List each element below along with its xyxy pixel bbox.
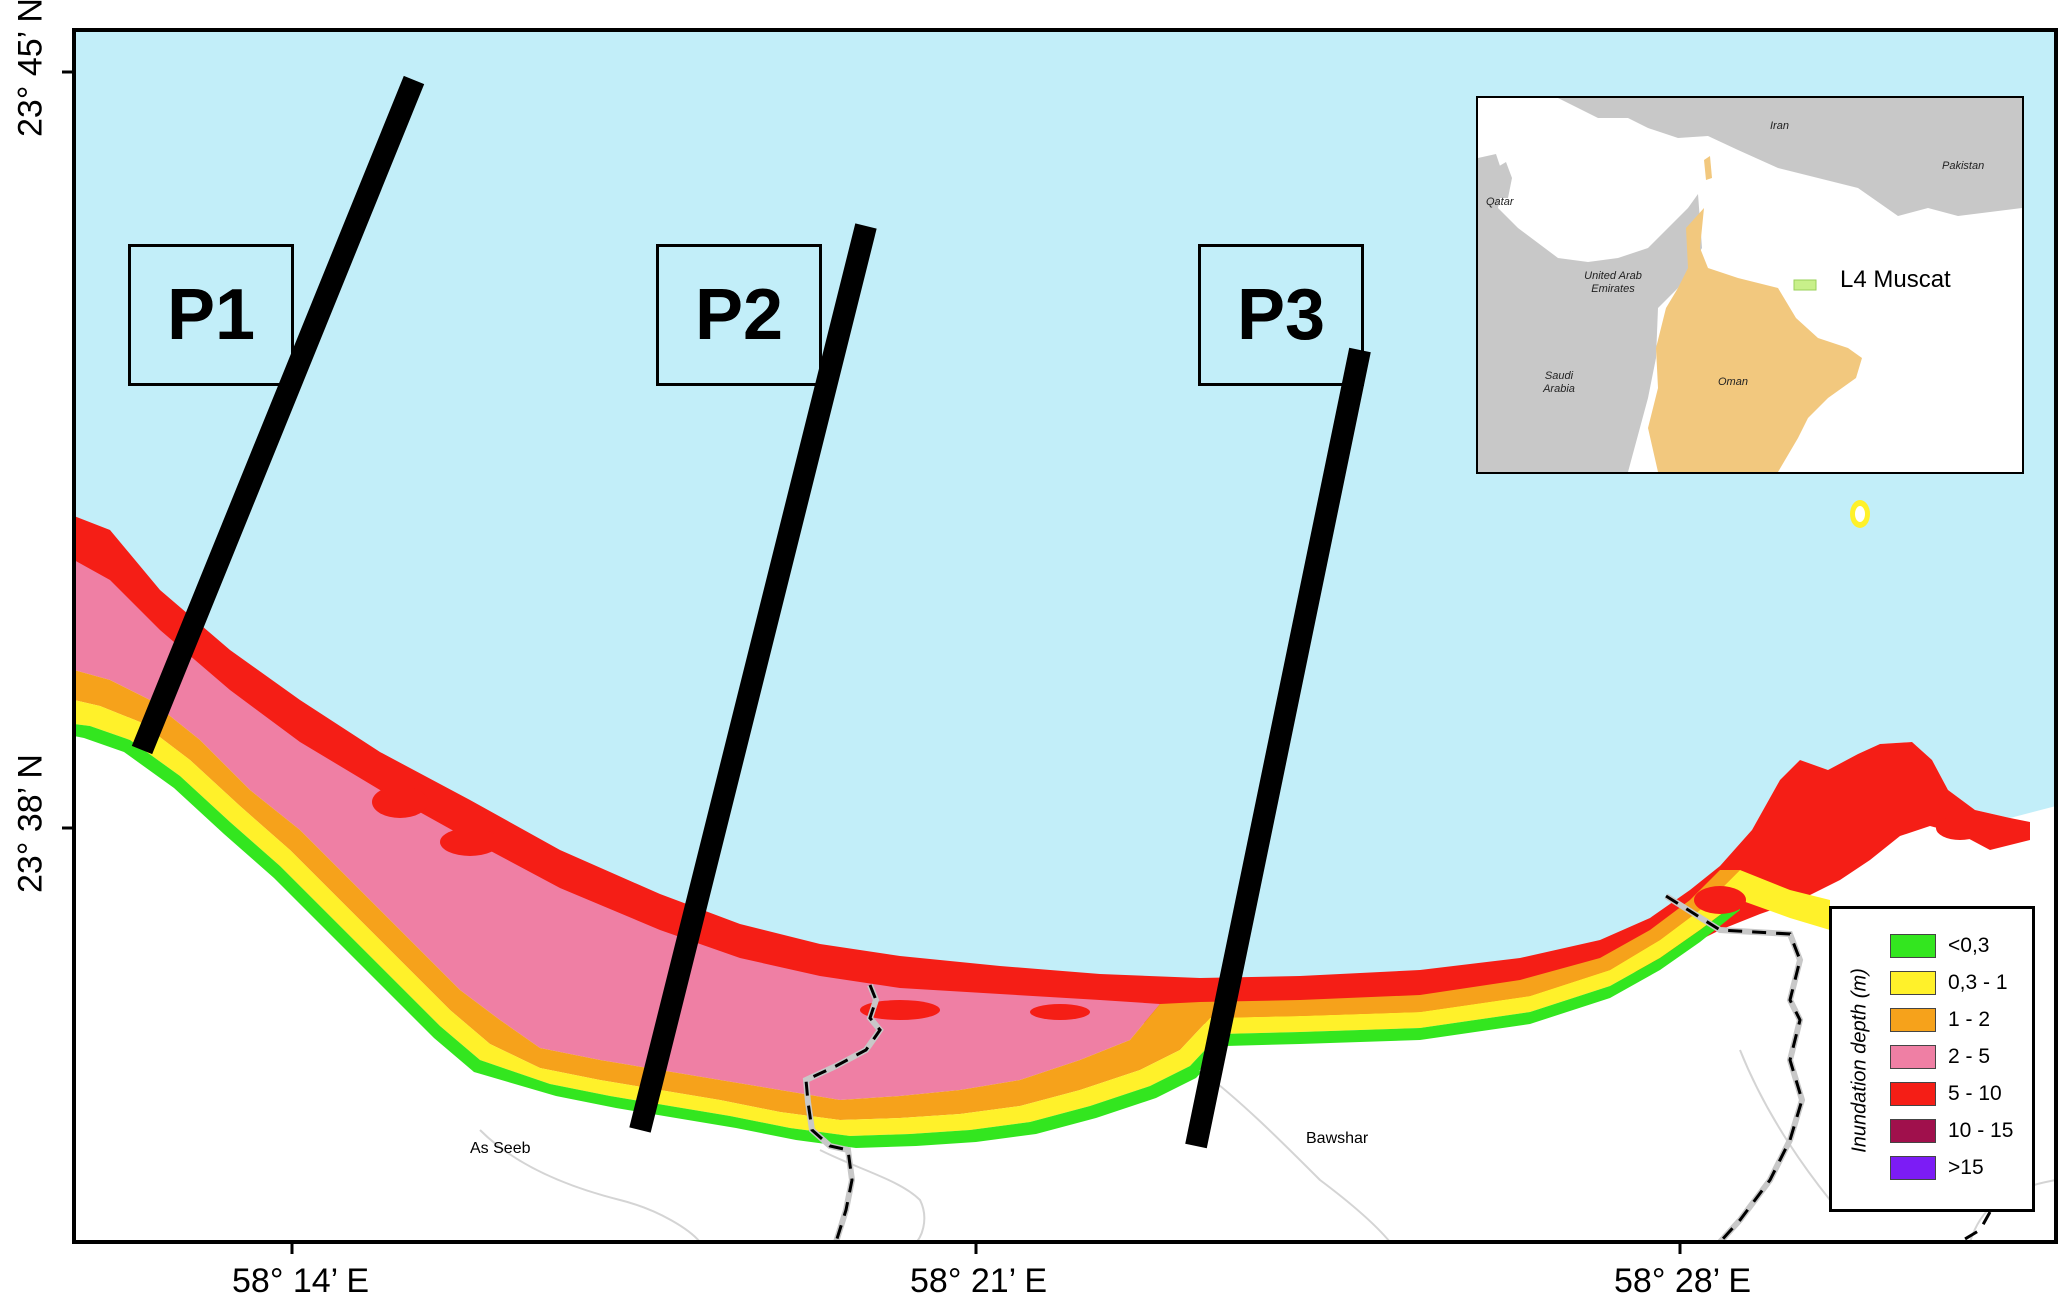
legend-item: 2 - 5 — [1890, 1044, 1990, 1070]
inset-map-graphic — [1478, 98, 2022, 472]
inset-qatar — [1496, 162, 1512, 198]
map-frame — [72, 28, 2058, 1244]
inset-oman — [1648, 208, 1862, 472]
profile-label-p1: P1 — [128, 244, 294, 386]
place-bawshar: Bawshar — [1306, 1130, 1369, 1147]
legend-item: 5 - 10 — [1890, 1081, 2002, 1107]
longitude-label-east: 58° 28’ E — [1614, 1262, 1752, 1300]
longitude-label-center: 58° 21’ E — [910, 1262, 1048, 1300]
inset-title: L4 Muscat — [1840, 266, 1951, 293]
legend-swatch — [1890, 1082, 1936, 1106]
latitude-label-south: 23° 38’ N — [11, 754, 50, 893]
inset-label-pakistan: Pakistan — [1942, 160, 1985, 172]
profile-label-p3: P3 — [1198, 244, 1364, 386]
land-outlines — [479, 1049, 2056, 1242]
inset-map: Iran Pakistan Qatar United Arab Emirates… — [1476, 96, 2024, 474]
legend-item: >15 — [1890, 1155, 1984, 1181]
inset-label-uae: United Arab Emirates — [1584, 270, 1642, 295]
inundation-zone-1-2 — [74, 670, 1740, 1120]
inset-label-iran: Iran — [1770, 120, 1789, 132]
legend-item: 0,3 - 1 — [1890, 970, 2008, 996]
legend-swatch — [1890, 1045, 1936, 1069]
inundation-zone-0-3-1 — [74, 700, 1830, 1136]
legend: Inundation depth (m) <0,3 0,3 - 1 1 - 2 … — [1829, 906, 2035, 1212]
inset-label-saudi-arabia: Saudi Arabia — [1543, 370, 1575, 395]
legend-swatch — [1890, 1156, 1936, 1180]
inset-label-qatar: Qatar — [1486, 196, 1514, 208]
axis-ticks — [62, 70, 1682, 1254]
legend-swatch — [1890, 1008, 1936, 1032]
legend-swatch — [1890, 934, 1936, 958]
profile-label-p2: P2 — [656, 244, 822, 386]
inundation-zone-2-5 — [74, 560, 1160, 1100]
legend-item: <0,3 — [1890, 933, 1989, 959]
district-boundary — [802, 893, 1992, 1242]
legend-item: 10 - 15 — [1890, 1118, 2013, 1144]
legend-item: 1 - 2 — [1890, 1007, 1990, 1033]
latitude-label-north: 23° 45’ N — [11, 0, 50, 137]
longitude-label-west: 58° 14’ E — [232, 1262, 370, 1300]
inundation-patches-5-10 — [372, 786, 1984, 1020]
inset-iran — [1558, 98, 2022, 216]
profile-lines — [131, 75, 1371, 1149]
inset-arabia — [1478, 154, 1702, 472]
profile-line-p2 — [629, 223, 877, 1133]
place-as-seeb: As Seeb — [470, 1140, 531, 1157]
inset-label-oman: Oman — [1718, 376, 1748, 388]
legend-swatch — [1890, 1119, 1936, 1143]
legend-swatch — [1890, 971, 1936, 995]
profile-line-p3 — [1185, 347, 1371, 1149]
inset-muscat-marker — [1793, 279, 1817, 291]
legend-title: Inundation depth (m) — [1848, 968, 1871, 1153]
profile-line-p1 — [131, 75, 425, 755]
inundation-zone-lt-0-3 — [74, 724, 1740, 1148]
